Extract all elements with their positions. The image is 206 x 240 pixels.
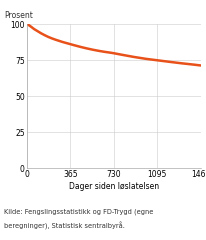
- Text: Kilde: Fengslingsstatistikk og FD-Trygd (egne: Kilde: Fengslingsstatistikk og FD-Trygd …: [4, 209, 153, 215]
- Text: Prosent: Prosent: [4, 11, 33, 20]
- X-axis label: Dager siden løslatelsen: Dager siden løslatelsen: [68, 182, 158, 191]
- Text: beregninger), Statistisk sentralbyrå.: beregninger), Statistisk sentralbyrå.: [4, 222, 124, 230]
